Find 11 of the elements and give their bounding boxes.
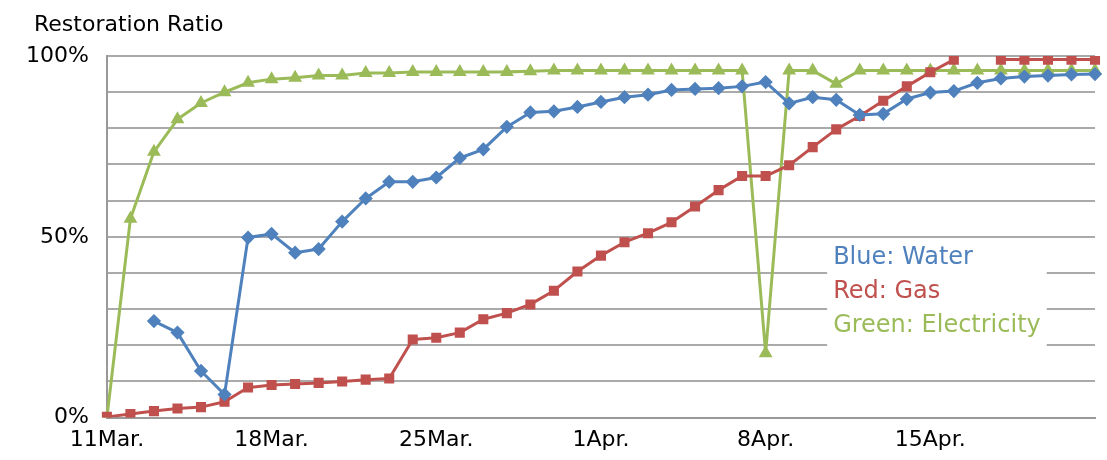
y-tick-label: 50% — [39, 222, 89, 248]
text: Green: Electricity — [833, 309, 1041, 338]
x-tick-label: 15Apr. — [894, 425, 966, 451]
y-axis-title: Restoration Ratio — [34, 10, 224, 36]
x-tick-label: 18Mar. — [234, 425, 309, 451]
x-tick-label: 25Mar. — [399, 425, 474, 451]
text: Blue: Water — [833, 241, 974, 270]
x-tick-label: 8Apr. — [737, 425, 795, 451]
text: Red: Gas — [833, 275, 941, 304]
y-tick-label: 100% — [25, 41, 89, 67]
x-tick-label: 1Apr. — [572, 425, 630, 451]
